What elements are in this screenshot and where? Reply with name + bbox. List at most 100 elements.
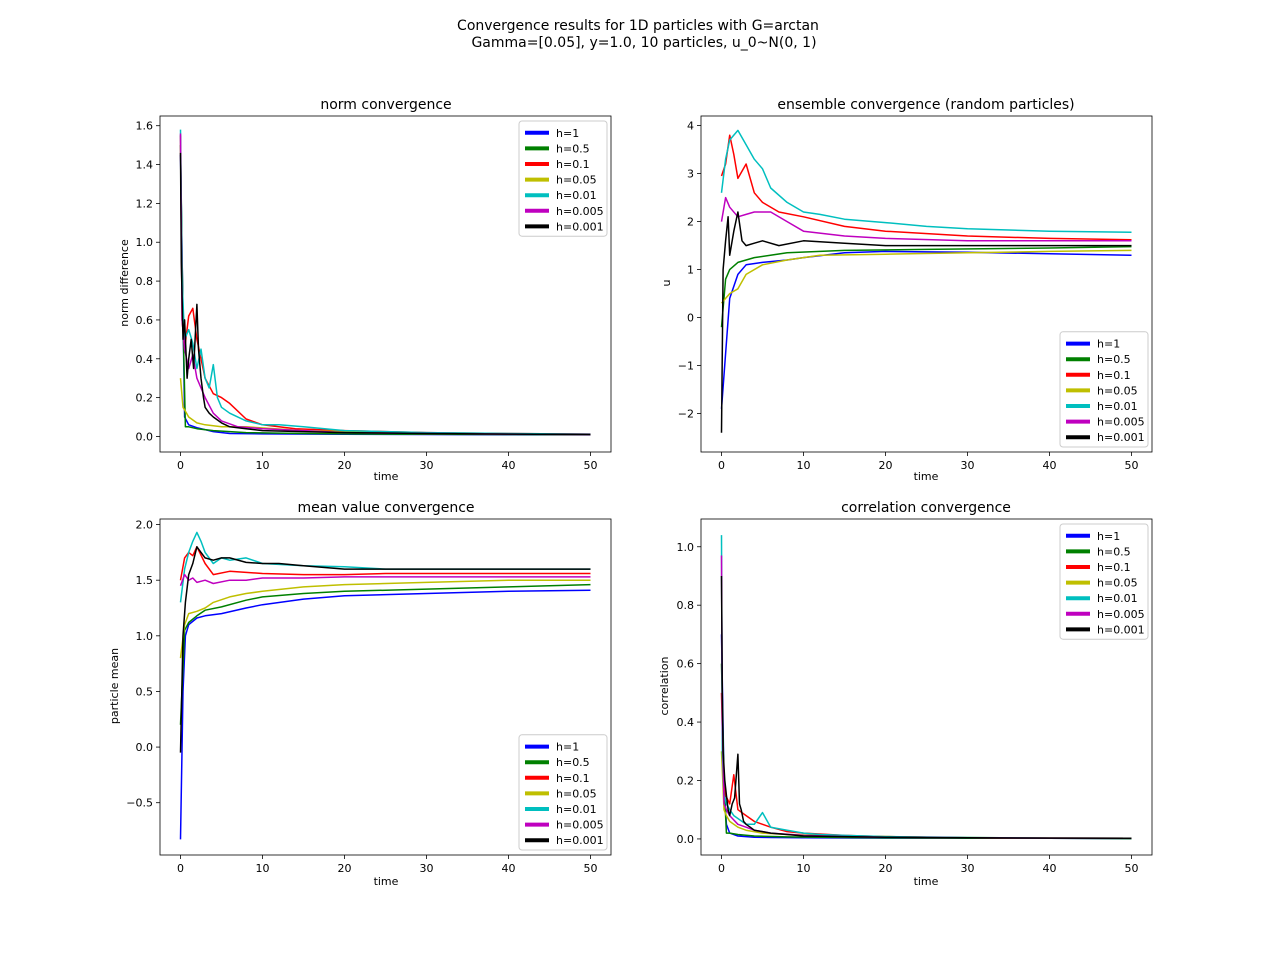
y-tick-label: −1: [678, 360, 694, 373]
legend-label: h=0.5: [1097, 353, 1131, 366]
x-tick-label: 0: [177, 459, 184, 472]
panel-title: norm convergence: [320, 97, 451, 113]
x-tick-label: 0: [177, 862, 184, 875]
series-line-h=0.005: [720, 196, 1132, 242]
x-axis-label: time: [374, 875, 399, 888]
y-tick-label: 1.2: [136, 197, 154, 210]
legend-label: h=0.05: [556, 787, 597, 800]
x-tick-label: 10: [256, 862, 270, 875]
series-line-h=0.1: [720, 134, 1132, 241]
legend-label: h=0.1: [556, 772, 590, 785]
legend-label: h=1: [556, 741, 579, 754]
panel-title: correlation convergence: [841, 500, 1011, 516]
legend-label: h=0.05: [556, 174, 597, 187]
y-axis-label: particle mean: [108, 648, 121, 724]
legend-label: h=0.001: [556, 220, 604, 233]
series-line-h=0.01: [179, 129, 591, 435]
legend-label: h=0.01: [1097, 592, 1138, 605]
legend-label: h=0.005: [1097, 608, 1145, 621]
panel-ensemble-convergence: ensemble convergence (random particles) …: [660, 97, 1153, 483]
y-tick-label: −0.5: [126, 797, 153, 810]
y-tick-label: 2.0: [136, 519, 154, 532]
y-tick-label: 0.8: [136, 275, 154, 288]
legend-label: h=0.01: [556, 803, 597, 816]
y-tick-label: 0.6: [677, 658, 695, 671]
series-line-h=0.05: [179, 579, 591, 659]
x-tick-label: 50: [584, 862, 598, 875]
series-line-h=0.01: [720, 129, 1132, 233]
x-tick-label: 50: [1125, 862, 1139, 875]
x-tick-label: 50: [1125, 459, 1139, 472]
series-lines: [720, 535, 1132, 840]
x-tick-label: 20: [879, 459, 893, 472]
legend-label: h=0.005: [556, 819, 604, 832]
y-tick-label: 1: [687, 264, 694, 277]
y-axis-label: correlation: [658, 656, 671, 715]
legend-label: h=0.01: [1097, 400, 1138, 413]
legend-label: h=0.5: [556, 756, 590, 769]
figure-title-line2: Gamma=[0.05], y=1.0, 10 particles, u_0~N…: [471, 35, 816, 51]
x-tick-label: 40: [1043, 862, 1057, 875]
panel-title: ensemble convergence (random particles): [777, 97, 1074, 113]
y-tick-label: −2: [678, 408, 694, 421]
y-tick-label: 1.5: [136, 574, 154, 587]
panel-title: mean value convergence: [297, 500, 474, 516]
y-tick-label: 1.0: [136, 236, 154, 249]
y-tick-label: 1.6: [136, 120, 154, 133]
y-tick-label: 0.0: [136, 741, 154, 754]
series-lines: [720, 129, 1132, 433]
y-tick-label: 0.4: [677, 716, 695, 729]
y-tick-label: 2: [687, 216, 694, 229]
series-lines: [179, 531, 591, 840]
legend-label: h=0.05: [1097, 577, 1138, 590]
legend-label: h=0.5: [556, 142, 590, 155]
series-line-h=0.05: [720, 249, 1132, 304]
legend: h=1 h=0.5 h=0.1 h=0.05 h=0.01 h=0.005 h=0.001: [1059, 523, 1149, 640]
y-tick-label: 0.8: [677, 599, 695, 612]
x-tick-label: 0: [718, 459, 725, 472]
legend-label: h=0.01: [556, 189, 597, 202]
y-tick-label: 0.0: [136, 430, 154, 443]
y-tick-label: 0.5: [136, 685, 154, 698]
series-line-h=1: [179, 589, 591, 840]
legend-label: h=0.005: [556, 205, 604, 218]
series-line-h=0.001: [720, 575, 1132, 840]
legend-label: h=1: [1097, 530, 1120, 543]
x-tick-label: 10: [797, 459, 811, 472]
y-axis-label: norm difference: [118, 239, 131, 327]
x-tick-label: 10: [256, 459, 270, 472]
y-tick-label: 1.4: [136, 159, 154, 172]
legend-label: h=0.1: [1097, 369, 1131, 382]
y-tick-label: 0.2: [136, 392, 154, 405]
x-tick-label: 40: [1043, 459, 1057, 472]
axes-frame: [700, 518, 1153, 856]
legend-label: h=0.1: [556, 158, 590, 171]
legend: h=1 h=0.5 h=0.1 h=0.05 h=0.01 h=0.005 h=0.001: [1059, 331, 1149, 448]
y-tick-label: 1.0: [677, 541, 695, 554]
series-line-h=0.001: [179, 546, 591, 753]
series-line-h=0.5: [720, 245, 1132, 328]
x-tick-label: 30: [420, 862, 434, 875]
x-tick-label: 50: [584, 459, 598, 472]
x-axis-label: time: [374, 470, 399, 483]
x-axis-label: time: [914, 875, 939, 888]
series-line-h=0.001: [720, 211, 1132, 433]
y-tick-label: 0: [687, 312, 694, 325]
series-line-h=0.001: [179, 152, 591, 436]
figure-title-line1: Convergence results for 1D particles wit…: [457, 18, 819, 34]
x-tick-label: 30: [420, 459, 434, 472]
panel-norm-convergence: norm convergence time norm difference 0 1…: [118, 97, 612, 483]
x-tick-label: 0: [718, 862, 725, 875]
x-tick-label: 40: [502, 459, 516, 472]
legend-label: h=0.001: [1097, 431, 1145, 444]
x-tick-label: 20: [338, 862, 352, 875]
legend: h=1 h=0.5 h=0.1 h=0.05 h=0.01 h=0.005 h=0.001: [518, 120, 608, 237]
y-tick-label: 0.4: [136, 353, 154, 366]
x-tick-label: 20: [879, 862, 893, 875]
x-tick-label: 20: [338, 459, 352, 472]
panel-mean-value-convergence: mean value convergence time particle mea…: [108, 500, 612, 888]
panel-correlation-convergence: correlation convergence time correlation…: [658, 500, 1153, 888]
legend-label: h=0.001: [1097, 623, 1145, 636]
series-line-h=0.5: [179, 583, 591, 725]
